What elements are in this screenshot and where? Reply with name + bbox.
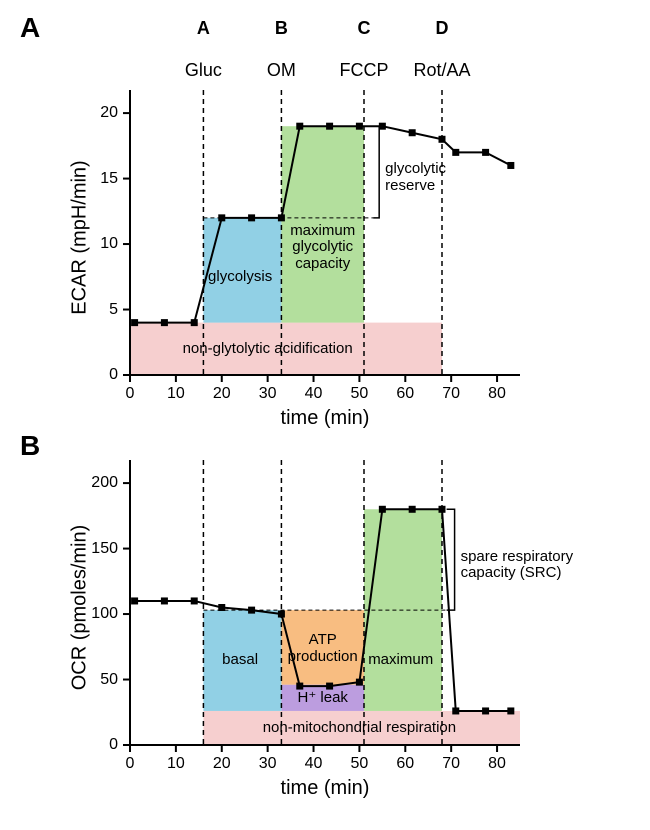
injection-name: FCCP	[329, 60, 399, 81]
panel-label-b: B	[20, 430, 40, 462]
x-tick-label: 20	[210, 385, 234, 403]
y-tick-label: 150	[91, 540, 118, 558]
x-tick-label: 0	[118, 385, 142, 403]
x-tick-label: 60	[393, 755, 417, 773]
x-tick-label: 30	[256, 755, 280, 773]
x-tick-label: 80	[485, 755, 509, 773]
region-label: non-glytolytic acidification	[148, 341, 388, 358]
y-tick-label: 100	[91, 605, 118, 623]
region-label: maximumglycolyticcapacity	[278, 223, 368, 273]
x-tick-label: 70	[439, 755, 463, 773]
x-tick-label: 30	[256, 385, 280, 403]
x-axis-label: time (min)	[275, 407, 375, 430]
y-tick-label: 0	[109, 366, 118, 384]
src-label: spare respiratorycapacity (SRC)	[461, 549, 601, 582]
y-tick-label: 200	[91, 474, 118, 492]
y-axis-label: OCR (pmoles/min)	[69, 507, 92, 707]
region-label: ATPproduction	[278, 632, 368, 665]
x-tick-label: 50	[347, 385, 371, 403]
x-tick-label: 40	[302, 385, 326, 403]
region-label: glycolysis	[195, 269, 285, 286]
injection-name: OM	[246, 60, 316, 81]
region-label: basal	[205, 652, 275, 669]
y-axis-label: ECAR (mpH/min)	[69, 137, 92, 337]
x-tick-label: 0	[118, 755, 142, 773]
injection-letter: D	[432, 18, 452, 39]
injection-letter: C	[354, 18, 374, 39]
region-label: non-mitochondrial respiration	[229, 720, 489, 737]
region-label: H⁺ leak	[288, 690, 358, 707]
region-label: maximum	[361, 652, 441, 669]
x-tick-label: 40	[302, 755, 326, 773]
y-tick-label: 50	[100, 671, 118, 689]
injection-name: Rot/AA	[407, 60, 477, 81]
x-tick-label: 50	[347, 755, 371, 773]
chart-a: 0102030405060708005101520ECAR (mpH/min)t…	[130, 100, 520, 375]
injection-letter: A	[193, 18, 213, 39]
x-tick-label: 80	[485, 385, 509, 403]
x-axis-label: time (min)	[275, 777, 375, 800]
y-tick-label: 5	[109, 301, 118, 319]
x-tick-label: 10	[164, 385, 188, 403]
injection-letter: B	[271, 18, 291, 39]
panel-label-a: A	[20, 12, 40, 44]
reserve-label: glycolyticreserve	[385, 161, 465, 194]
chart-b: 01020304050607080050100150200OCR (pmoles…	[130, 470, 520, 745]
x-tick-label: 20	[210, 755, 234, 773]
y-tick-label: 0	[109, 736, 118, 754]
x-tick-label: 10	[164, 755, 188, 773]
y-tick-label: 20	[100, 104, 118, 122]
y-tick-label: 10	[100, 235, 118, 253]
x-tick-label: 70	[439, 385, 463, 403]
x-tick-label: 60	[393, 385, 417, 403]
injection-name: Gluc	[168, 60, 238, 81]
y-tick-label: 15	[100, 170, 118, 188]
